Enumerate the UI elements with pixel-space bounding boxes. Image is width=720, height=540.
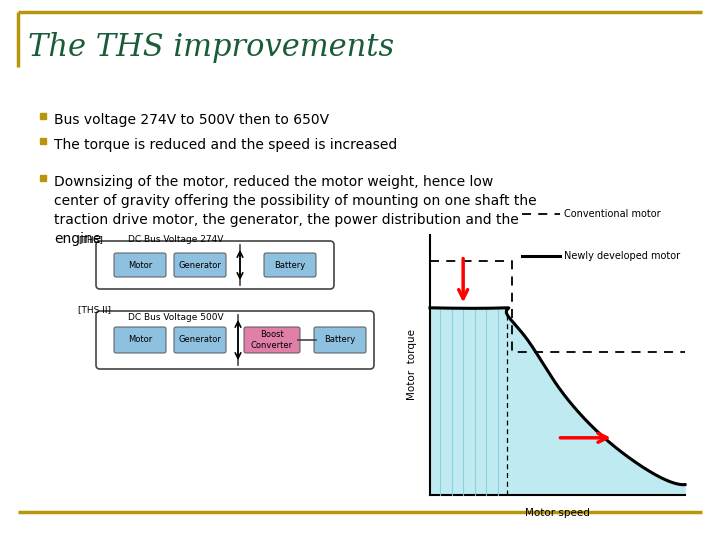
Text: Conventional motor: Conventional motor (564, 209, 660, 219)
Text: The THS improvements: The THS improvements (28, 32, 394, 63)
Text: Generator: Generator (179, 335, 222, 345)
Text: Bus voltage 274V to 500V then to 650V: Bus voltage 274V to 500V then to 650V (54, 113, 329, 127)
Polygon shape (430, 308, 685, 495)
FancyBboxPatch shape (114, 327, 166, 353)
Bar (40, 175, 46, 181)
Text: [THS]: [THS] (78, 235, 103, 244)
FancyBboxPatch shape (174, 327, 226, 353)
FancyBboxPatch shape (114, 253, 166, 277)
Bar (40, 138, 46, 144)
Text: Downsizing of the motor, reduced the motor weight, hence low
center of gravity o: Downsizing of the motor, reduced the mot… (54, 175, 536, 246)
Text: Newly developed motor: Newly developed motor (564, 251, 680, 261)
FancyBboxPatch shape (174, 253, 226, 277)
Text: DC Bus Voltage 274V: DC Bus Voltage 274V (128, 235, 223, 244)
Text: Motor: Motor (128, 260, 152, 269)
Text: DC Bus Voltage 500V: DC Bus Voltage 500V (128, 313, 224, 322)
Text: Motor  torque: Motor torque (407, 329, 417, 401)
Text: [THS II]: [THS II] (78, 305, 111, 314)
FancyBboxPatch shape (264, 253, 316, 277)
Text: The torque is reduced and the speed is increased: The torque is reduced and the speed is i… (54, 138, 397, 152)
FancyBboxPatch shape (244, 327, 300, 353)
Text: Motor: Motor (128, 335, 152, 345)
Text: Boost
Converter: Boost Converter (251, 330, 293, 350)
Text: Generator: Generator (179, 260, 222, 269)
Text: Battery: Battery (274, 260, 305, 269)
Text: Motor speed: Motor speed (525, 508, 590, 518)
Text: Battery: Battery (325, 335, 356, 345)
FancyBboxPatch shape (314, 327, 366, 353)
Bar (40, 113, 46, 119)
